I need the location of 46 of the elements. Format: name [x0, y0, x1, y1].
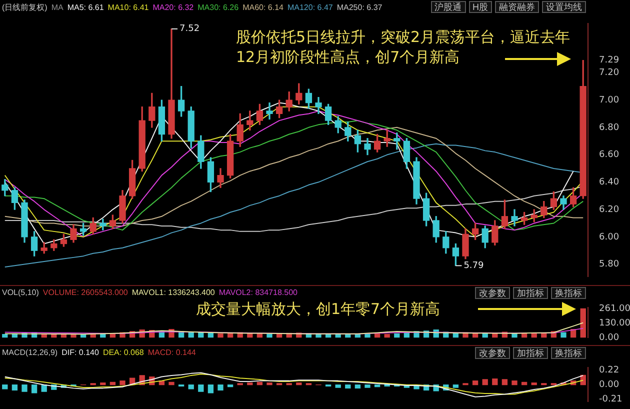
- y-tick-label: 6.60: [599, 150, 620, 160]
- y-tick-label: 0.00: [599, 332, 620, 343]
- text: MA5: 6.61: [67, 3, 104, 12]
- chart-title: VOL(5,10): [2, 288, 39, 297]
- text: MA20: 6.32: [152, 3, 194, 12]
- text: MA60: 6.14: [242, 3, 284, 12]
- text: DIF: 0.140: [62, 348, 99, 357]
- annotation: 7.52: [180, 24, 200, 34]
- text: H股: [468, 1, 492, 13]
- y-tick-label: 261.00: [599, 304, 630, 314]
- text: DEA: 0.068: [102, 348, 144, 357]
- text: VOLUME: 2605543.000: [42, 288, 128, 297]
- chart-title: (日线前复权): [2, 2, 48, 13]
- y-tick-label: 7.00: [599, 95, 620, 106]
- text: 设置均线: [542, 1, 586, 13]
- y-tick-label: 5.80: [599, 260, 620, 270]
- y-tick-label: 0.22: [599, 365, 620, 376]
- y-tick-label: 6.00: [599, 232, 620, 242]
- text: MA250: 6.37: [336, 3, 382, 12]
- text: MA120: 6.47: [287, 3, 333, 12]
- text: 加指标: [513, 287, 548, 299]
- text: 融资融券: [495, 1, 539, 13]
- y-tick-label: -0.21: [599, 394, 622, 404]
- text: 改参数: [475, 287, 510, 299]
- text: 换指标: [551, 347, 586, 359]
- y-tick-label: 0.00: [599, 380, 620, 390]
- text: 沪股通: [430, 1, 466, 13]
- annotation: 股价依托5日线拉升，突破2月震荡平台，逼近去年12月初阶段性高点，创7个月新高: [236, 28, 572, 67]
- y-tick-label: 7.20: [599, 68, 620, 78]
- annotation: 5.79: [464, 260, 484, 271]
- chart-title: MACD(12,26,9): [2, 348, 58, 357]
- text: 改参数: [475, 347, 510, 359]
- text: MA10: 6.41: [108, 3, 149, 12]
- y-tick-label: 6.40: [599, 178, 620, 188]
- text: MAVOL2: 834718.500: [218, 288, 298, 297]
- text: MA30: 6.26: [198, 3, 239, 12]
- y-tick-label: 6.80: [599, 122, 620, 133]
- text: MAVOL1: 1336243.400: [132, 288, 215, 297]
- annotation: 成交量大幅放大，创1年零7个月新高: [196, 300, 442, 320]
- text: MACD: 0.144: [148, 348, 196, 357]
- y-tick-label: 6.20: [599, 204, 620, 215]
- y-tick-label: 130.00: [599, 318, 630, 329]
- text: 换指标: [551, 287, 586, 299]
- text: 加指标: [513, 347, 548, 359]
- y-tick-label: 7.29: [599, 56, 620, 66]
- chart-subtitle: MA: [51, 3, 64, 12]
